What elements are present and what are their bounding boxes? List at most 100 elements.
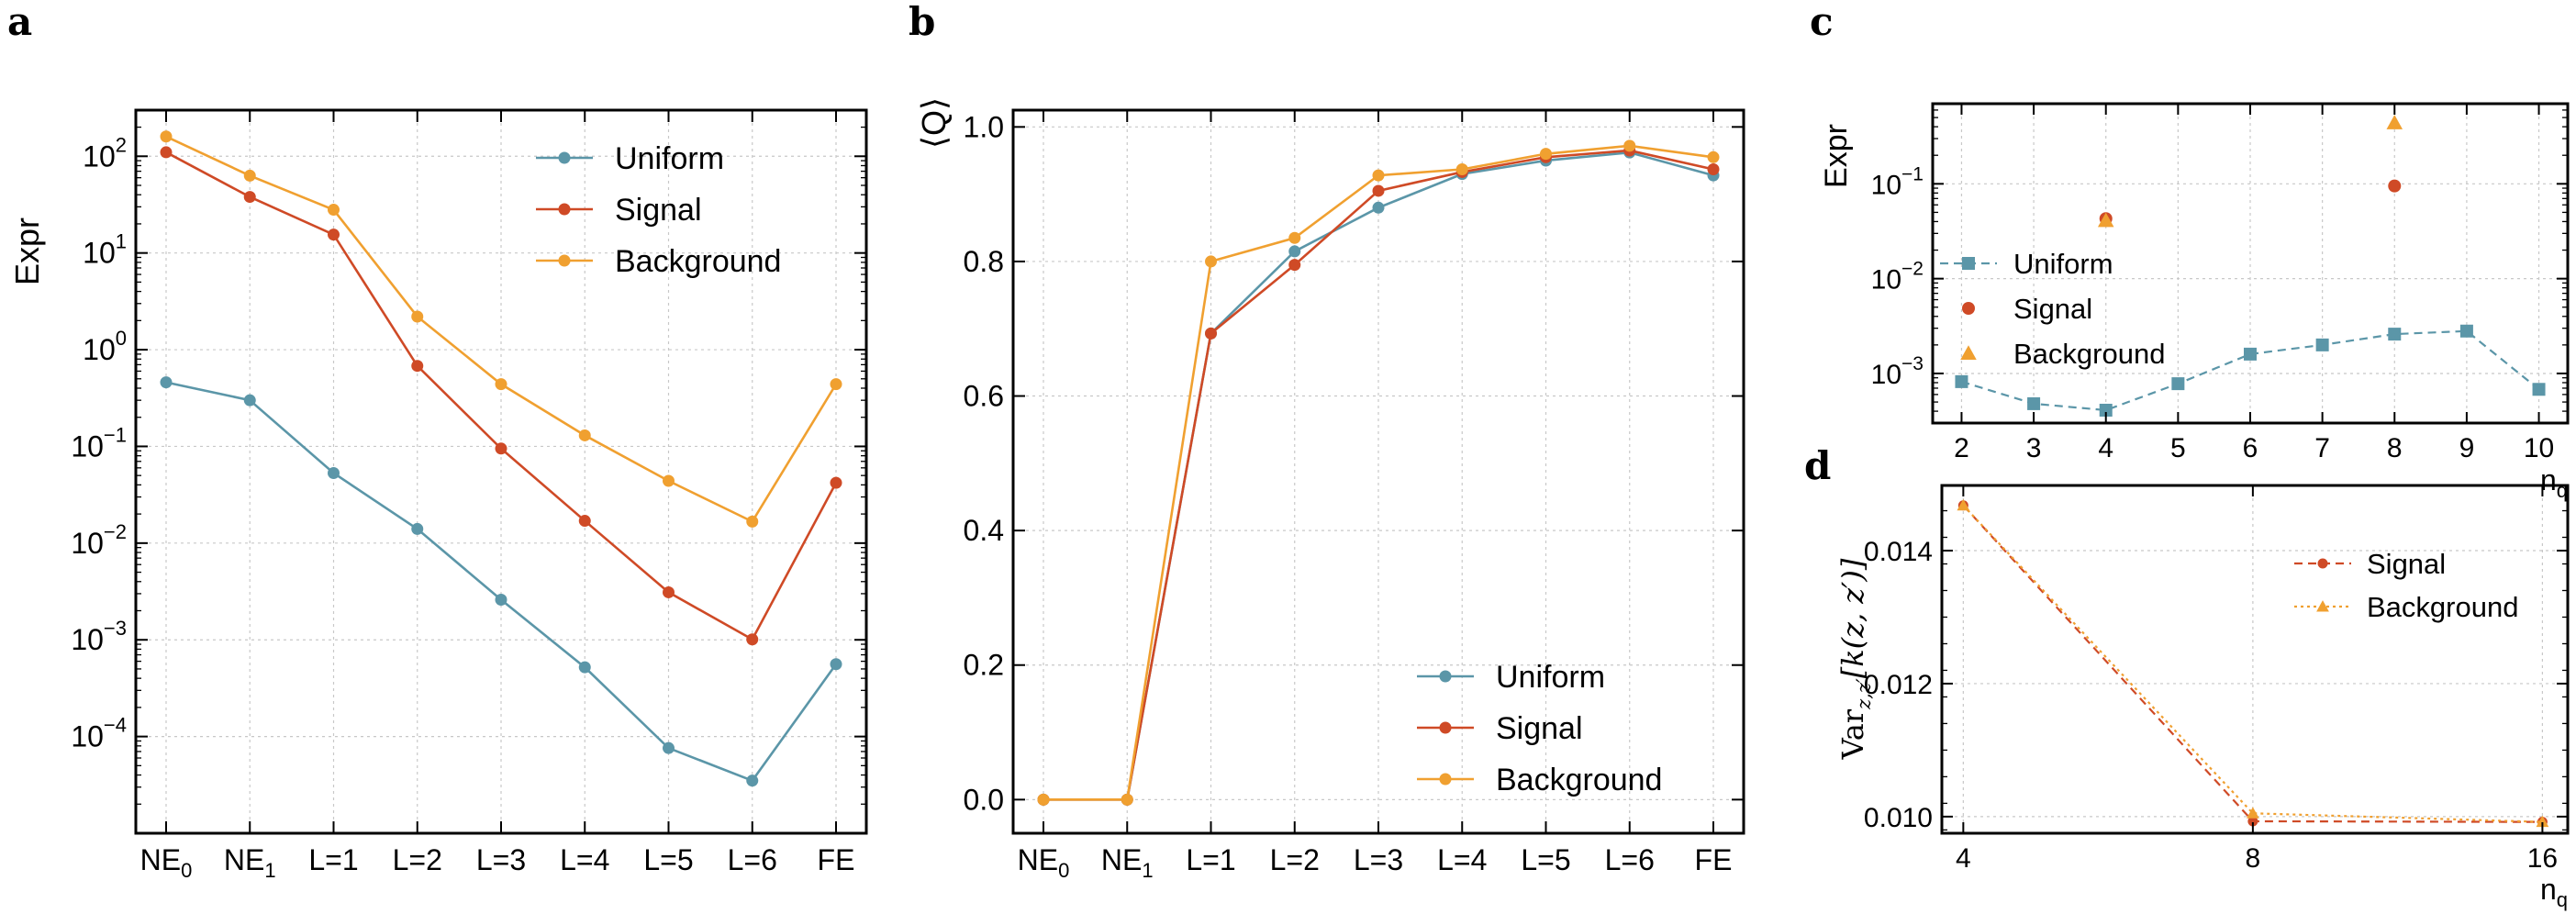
panel-b: b NE0 NE1 L=1 L=2 L=3 L=4 L=5 L=6 FE 0.0 0.2 0.4 0.6…	[909, 0, 1745, 882]
series-background	[2097, 115, 2403, 228]
data-point-signal	[1288, 259, 1301, 272]
legend-marker	[1439, 721, 1452, 734]
y-tick-label: 10−2	[1871, 259, 1924, 295]
data-point-uniform	[578, 661, 591, 674]
x-tick-label: 7	[2314, 433, 2330, 463]
series-uniform	[1955, 324, 2546, 417]
data-point-uniform	[830, 658, 842, 671]
data-point-background	[578, 429, 591, 441]
data-point-background	[1540, 148, 1552, 161]
panel-letter-c: c	[1810, 0, 1834, 44]
data-point-uniform	[2532, 383, 2546, 396]
y-tick-label: 0.0	[964, 783, 1004, 816]
data-point-uniform	[411, 522, 424, 535]
data-point-background	[830, 378, 842, 391]
x-tick-label: NE0	[1018, 843, 1070, 882]
y-axis-label: Expr	[8, 217, 46, 285]
y-tick-label: 10−3	[71, 617, 127, 656]
legend-label: Signal	[1496, 711, 1583, 746]
x-tick-label: L=5	[1521, 843, 1570, 876]
y-tick-label: 101	[83, 230, 127, 270]
data-point-background	[1288, 231, 1301, 244]
series-line-signal	[1962, 504, 2543, 823]
legend-marker	[1439, 670, 1452, 683]
x-tick-label: L=3	[1354, 843, 1403, 876]
data-point-uniform	[2171, 377, 2185, 391]
x-tick-label: 8	[2387, 433, 2403, 463]
data-point-background	[1121, 793, 1133, 806]
data-point-signal	[160, 146, 173, 159]
data-point-background	[1205, 255, 1217, 268]
data-point-background	[2247, 807, 2259, 819]
data-point-uniform	[1288, 245, 1301, 258]
legend-marker	[1960, 345, 1977, 360]
data-point-background	[243, 169, 256, 182]
legend-marker	[1962, 302, 1975, 315]
x-axis-label: nq	[2540, 463, 2568, 502]
data-point-signal	[1707, 163, 1720, 176]
data-point-signal	[243, 191, 256, 204]
axes-frame	[1940, 484, 2570, 835]
data-point-uniform	[2099, 403, 2113, 417]
data-point-uniform	[2244, 347, 2257, 361]
y-tick-label: 0.4	[964, 514, 1004, 547]
data-point-uniform	[328, 467, 340, 480]
x-tick-label: 8	[2246, 843, 2261, 874]
legend-marker	[2316, 600, 2329, 612]
panel-a-plot: NE0 NE1 L=1 L=2 L=3 L=4 L=5 L=6 FE 10−4 10−3 10−2 10…	[8, 108, 868, 882]
legend-label: Uniform	[2013, 248, 2113, 280]
x-tick-label: L=6	[728, 843, 777, 876]
legend-marker	[1439, 773, 1452, 786]
y-tick-label: 0.012	[1864, 670, 1933, 700]
y-tick-label: 10−1	[71, 423, 127, 463]
x-axis-label: nq	[2540, 873, 2568, 911]
y-tick-label: 0.010	[1864, 803, 1933, 833]
data-point-signal	[2388, 179, 2402, 193]
y-tick-label: 0.8	[964, 245, 1004, 278]
data-point-signal	[830, 476, 842, 489]
legend-label: Uniform	[1496, 660, 1605, 695]
legend-label: Background	[1496, 763, 1662, 797]
legend-label: Background	[615, 244, 781, 279]
y-tick-label: 0.2	[964, 649, 1004, 682]
x-tick-label: L=4	[1437, 843, 1487, 876]
data-point-background	[495, 378, 507, 391]
x-tick-label: 9	[2459, 433, 2475, 463]
x-tick-label: FE	[818, 843, 855, 876]
y-tick-label: 0.6	[964, 380, 1004, 413]
legend-label: Signal	[2367, 548, 2446, 580]
legend-label: Signal	[615, 193, 702, 228]
data-point-uniform	[2315, 338, 2329, 351]
y-tick-label: 10−2	[71, 520, 127, 560]
x-tick-label: L=2	[393, 843, 442, 876]
legend-label: Signal	[2013, 293, 2092, 325]
data-point-uniform	[160, 376, 173, 389]
x-tick-label: 2	[1954, 433, 1969, 463]
legend-marker	[558, 151, 571, 164]
data-point-uniform	[2388, 328, 2402, 341]
x-tick-label: L=4	[560, 843, 609, 876]
data-point-signal	[2247, 816, 2258, 827]
data-point-background	[2536, 815, 2549, 828]
series-line-uniform	[1961, 329, 2540, 412]
data-point-background	[328, 204, 340, 217]
panel-b-plot: NE0 NE1 L=1 L=2 L=3 L=4 L=5 L=6 FE 0.0 0.2 0.4 0.6 0.…	[915, 97, 1745, 882]
data-point-background	[2386, 115, 2403, 129]
panel-letter-a: a	[7, 0, 32, 44]
legend: Uniform Signal Background	[1940, 248, 2165, 370]
x-tick-label: FE	[1695, 843, 1733, 876]
x-tick-label: 4	[1956, 843, 1971, 874]
legend-marker	[558, 254, 571, 267]
panel-a: a NE0 NE1 L=1 L=2 L=3 L=4 L=5 L=6 FE 10−4 10−3 10−2…	[7, 0, 868, 882]
data-point-signal	[746, 633, 759, 646]
data-point-uniform	[663, 741, 675, 754]
data-point-uniform	[1372, 201, 1385, 214]
data-point-background	[1037, 793, 1050, 806]
legend: Uniform Signal Background	[1417, 660, 1662, 797]
data-point-uniform	[2459, 324, 2473, 338]
series-signal	[160, 146, 842, 646]
x-tick-label: 16	[2527, 843, 2558, 874]
data-point-signal	[1372, 184, 1385, 197]
data-point-signal	[578, 515, 591, 528]
